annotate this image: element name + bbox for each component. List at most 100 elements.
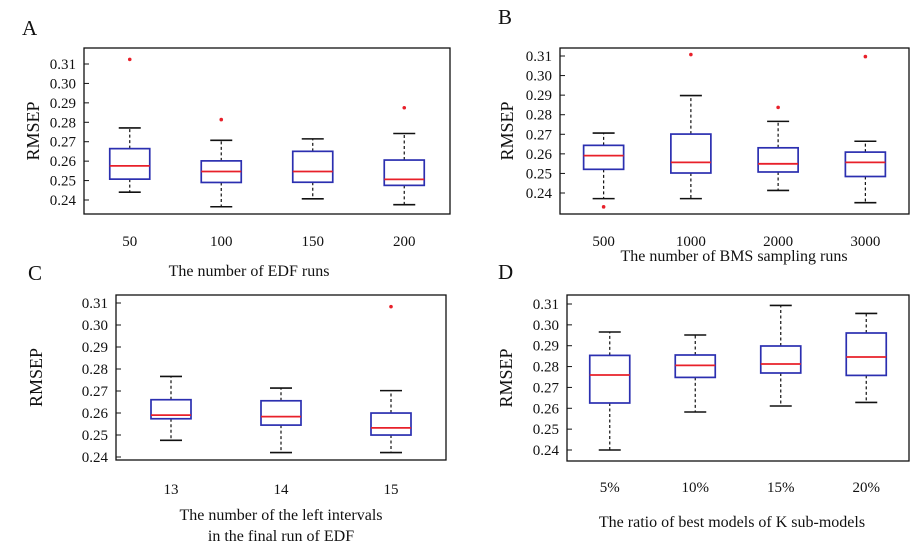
x-axis-label: The number of EDF runs xyxy=(169,263,330,280)
box-2 xyxy=(370,304,412,454)
plot-frame xyxy=(559,47,910,215)
y-tick-label: 0.26 xyxy=(526,147,553,163)
y-tick-label: 0.27 xyxy=(526,127,553,143)
iqr-box xyxy=(844,151,887,178)
y-axis-label: RMSEP xyxy=(497,101,517,160)
y-tick-label: 0.24 xyxy=(526,186,553,202)
iqr-box xyxy=(759,345,802,374)
y-tick-label: 0.28 xyxy=(526,108,552,124)
panel-label: C xyxy=(28,261,42,285)
y-tick-label: 0.29 xyxy=(82,340,108,356)
iqr-box xyxy=(291,150,334,184)
box-1 xyxy=(260,387,302,454)
iqr-box xyxy=(582,144,625,171)
iqr-box xyxy=(670,133,712,174)
y-tick-label: 0.27 xyxy=(50,135,77,151)
x-tick-label: 13 xyxy=(164,482,179,498)
outlier-point xyxy=(402,105,407,110)
y-tick-label: 0.31 xyxy=(50,57,76,73)
iqr-box xyxy=(845,332,888,377)
x-axis-label: The number of BMS sampling runs xyxy=(620,248,847,265)
chart-panel-b: B 0.24 0.25 0.26 0.27 0.28 0.29 0.30 0.31 RMSEP 50… xyxy=(497,5,910,265)
x-tick-label: 200 xyxy=(393,234,416,250)
plot-frame xyxy=(83,47,451,215)
box-3 xyxy=(844,54,887,204)
box-1 xyxy=(670,52,712,200)
y-tick-label: 0.31 xyxy=(82,296,108,312)
y-tick-label: 0.27 xyxy=(533,380,560,396)
iqr-box xyxy=(150,398,192,420)
panel-label: B xyxy=(498,5,512,29)
box-0 xyxy=(582,132,625,209)
box-3 xyxy=(845,312,888,404)
x-tick-label: 500 xyxy=(592,234,615,250)
iqr-box xyxy=(370,412,412,436)
y-tick-label: 0.26 xyxy=(50,154,77,170)
x-axis-label: in the final run of EDF xyxy=(208,528,354,545)
y-tick-label: 0.29 xyxy=(526,88,552,104)
y-tick-label: 0.28 xyxy=(82,362,108,378)
iqr-box xyxy=(383,159,426,187)
outlier-point xyxy=(219,117,224,122)
iqr-box xyxy=(757,146,799,173)
y-tick-label: 0.28 xyxy=(50,115,76,131)
y-tick-label: 0.30 xyxy=(82,318,108,334)
chart-panel-c: C 0.24 0.25 0.26 0.27 0.28 0.29 0.30 0.31 RMSEP 13… xyxy=(26,261,447,545)
x-tick-label: 50 xyxy=(122,234,137,250)
box-2 xyxy=(291,138,334,200)
x-axis-label: The number of the left intervals xyxy=(179,507,382,524)
box-3 xyxy=(383,105,426,206)
x-tick-label: 100 xyxy=(210,234,233,250)
y-axis-label: RMSEP xyxy=(496,348,516,407)
y-tick-label: 0.30 xyxy=(50,76,76,92)
box-1 xyxy=(674,334,717,413)
panel-label: A xyxy=(22,16,38,40)
x-tick-label: 14 xyxy=(274,482,290,498)
outlier-point xyxy=(389,304,393,309)
x-tick-label: 20% xyxy=(853,480,881,496)
box-0 xyxy=(108,57,151,194)
y-tick-label: 0.25 xyxy=(50,174,76,190)
y-tick-label: 0.24 xyxy=(50,193,77,209)
x-tick-label: 5% xyxy=(600,480,620,496)
y-tick-label: 0.28 xyxy=(533,360,559,376)
y-tick-label: 0.24 xyxy=(533,443,560,459)
y-tick-label: 0.30 xyxy=(526,69,552,85)
chart-panel-a: A 0.24 0.25 0.26 0.27 0.28 0.29 0.30 0.31 RMSEP 50… xyxy=(22,16,451,280)
iqr-box xyxy=(588,354,631,404)
y-axis-label: RMSEP xyxy=(23,101,43,160)
y-tick-label: 0.25 xyxy=(526,166,552,182)
y-tick-label: 0.25 xyxy=(82,428,108,444)
y-tick-label: 0.27 xyxy=(82,384,109,400)
plot-frame xyxy=(566,294,910,462)
outlier-point xyxy=(863,54,868,59)
y-tick-label: 0.29 xyxy=(50,96,76,112)
box-1 xyxy=(200,117,243,208)
plot-frame xyxy=(115,294,447,461)
outlier-point xyxy=(601,205,606,209)
x-tick-label: 1000 xyxy=(676,234,706,250)
y-tick-label: 0.26 xyxy=(533,401,560,417)
y-axis-label: RMSEP xyxy=(26,348,46,407)
outlier-point xyxy=(127,57,132,62)
x-tick-label: 150 xyxy=(302,234,325,250)
panel-label: D xyxy=(498,260,513,284)
y-tick-label: 0.30 xyxy=(533,318,559,334)
x-tick-label: 15% xyxy=(767,480,795,496)
chart-panel-d: D 0.24 0.25 0.26 0.27 0.28 0.29 0.30 0.31 RMSEP 5%… xyxy=(496,260,910,531)
x-tick-label: 15 xyxy=(384,482,399,498)
y-tick-label: 0.25 xyxy=(533,422,559,438)
y-tick-label: 0.24 xyxy=(82,450,109,466)
x-tick-label: 2000 xyxy=(763,234,793,250)
outlier-point xyxy=(776,105,780,110)
outlier-point xyxy=(689,52,693,57)
box-2 xyxy=(757,105,799,192)
x-tick-label: 3000 xyxy=(850,234,880,250)
box-2 xyxy=(759,304,802,407)
y-tick-label: 0.26 xyxy=(82,406,109,422)
x-axis-label: The ratio of best models of K sub-models xyxy=(599,514,865,531)
y-tick-label: 0.31 xyxy=(526,49,552,65)
y-tick-label: 0.31 xyxy=(533,297,559,313)
x-tick-label: 10% xyxy=(682,480,710,496)
